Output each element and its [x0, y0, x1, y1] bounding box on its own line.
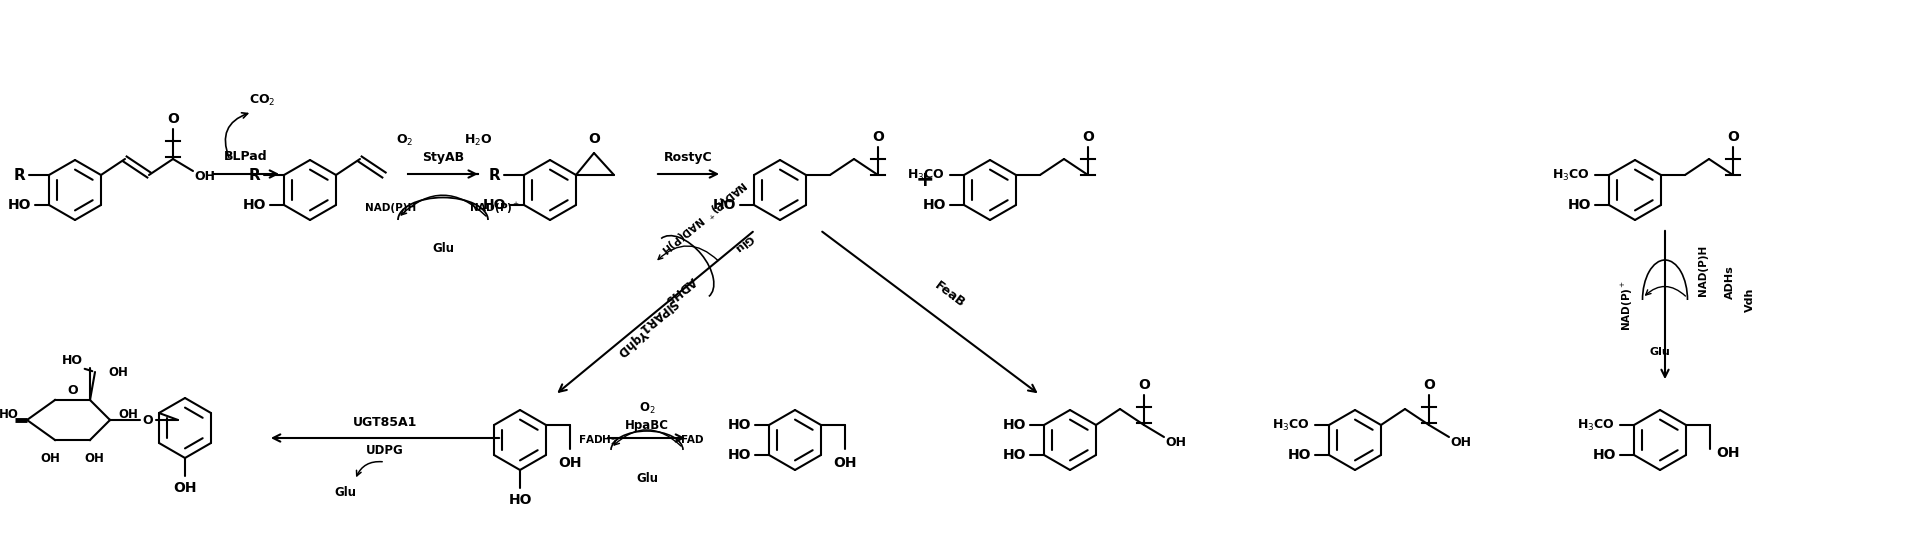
Text: HO: HO — [1591, 448, 1615, 462]
Text: OH: OH — [109, 366, 128, 378]
Text: O$_2$: O$_2$ — [396, 133, 413, 147]
Text: O: O — [1726, 130, 1737, 144]
Text: O: O — [1423, 378, 1434, 392]
Text: OH: OH — [1450, 437, 1471, 449]
Text: OH: OH — [1714, 446, 1739, 460]
Text: HO: HO — [712, 198, 735, 212]
Text: HO: HO — [509, 493, 531, 507]
Text: NAD(P)$^+$ NAD(P)H: NAD(P)$^+$ NAD(P)H — [657, 175, 749, 255]
Text: O$_2$: O$_2$ — [638, 400, 655, 416]
Text: O: O — [872, 130, 884, 144]
Text: OH: OH — [84, 452, 105, 465]
Text: NAD(P)$^+$: NAD(P)$^+$ — [469, 200, 520, 216]
Text: OH: OH — [558, 456, 581, 470]
Text: OH: OH — [118, 409, 137, 421]
Text: HO: HO — [728, 448, 751, 462]
Text: HO: HO — [1566, 198, 1591, 212]
Text: NAD(P)H: NAD(P)H — [1697, 244, 1707, 296]
Text: Glu: Glu — [333, 486, 356, 498]
Text: NAD(P)H: NAD(P)H — [366, 203, 417, 213]
Text: YqhD: YqhD — [615, 326, 650, 358]
Text: O: O — [143, 414, 152, 426]
Text: FeaB: FeaB — [932, 279, 968, 311]
Text: R: R — [13, 168, 25, 183]
Text: RostyC: RostyC — [663, 151, 712, 163]
Text: SlPAR1: SlPAR1 — [634, 295, 678, 335]
Text: OH: OH — [832, 456, 855, 470]
Text: HO: HO — [1002, 418, 1025, 432]
Text: HO: HO — [242, 198, 265, 212]
Text: HO: HO — [482, 198, 505, 212]
Text: StyAB: StyAB — [421, 151, 463, 163]
Text: H$_3$CO: H$_3$CO — [1551, 167, 1589, 183]
Text: HO: HO — [922, 198, 945, 212]
Text: HO: HO — [0, 409, 19, 421]
Text: +: + — [914, 170, 933, 190]
Text: HpaBC: HpaBC — [625, 419, 669, 432]
Text: H$_3$CO: H$_3$CO — [1271, 417, 1309, 432]
Text: CO$_2$: CO$_2$ — [250, 92, 274, 108]
Text: HO: HO — [8, 198, 30, 212]
Text: OH: OH — [173, 481, 196, 495]
Text: OH: OH — [40, 452, 59, 465]
Text: H$_3$CO: H$_3$CO — [1575, 417, 1614, 432]
Text: ADHs: ADHs — [661, 273, 697, 306]
Text: OH: OH — [1164, 437, 1185, 449]
Text: R: R — [488, 168, 499, 183]
Text: FADH$_2$: FADH$_2$ — [577, 433, 615, 447]
Text: FAD: FAD — [680, 435, 703, 445]
Text: H$_2$O: H$_2$O — [463, 133, 491, 147]
Text: OH: OH — [194, 170, 215, 184]
Text: R: R — [248, 168, 259, 183]
Text: NAD(P)$^+$: NAD(P)$^+$ — [1619, 279, 1634, 331]
Text: O: O — [168, 112, 179, 126]
Text: Vdh: Vdh — [1745, 288, 1755, 312]
Text: O: O — [1137, 378, 1149, 392]
Text: O: O — [589, 132, 600, 146]
Text: O: O — [67, 383, 78, 397]
Text: BLPad: BLPad — [225, 151, 269, 163]
Text: HO: HO — [61, 354, 82, 366]
Text: HO: HO — [728, 418, 751, 432]
Text: HO: HO — [1002, 448, 1025, 462]
Text: UGT85A1: UGT85A1 — [352, 415, 417, 428]
Text: Glu: Glu — [732, 232, 754, 253]
Text: Glu: Glu — [636, 471, 657, 485]
Text: H$_3$CO: H$_3$CO — [907, 167, 945, 183]
Text: HO: HO — [1286, 448, 1311, 462]
Text: UDPG: UDPG — [366, 443, 404, 456]
Text: ADHs: ADHs — [1724, 265, 1734, 299]
Text: Glu: Glu — [1648, 347, 1669, 357]
Text: O: O — [1082, 130, 1093, 144]
Text: Glu: Glu — [432, 241, 453, 255]
